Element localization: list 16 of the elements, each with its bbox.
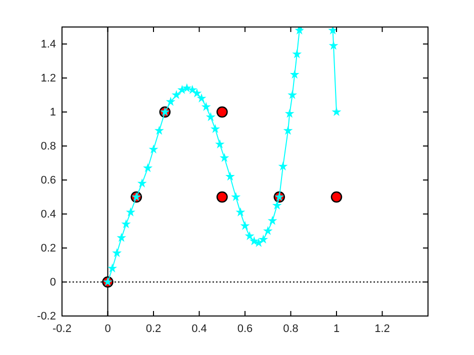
x-tick-label: 1.2 [374, 322, 390, 335]
x-tick-label: 0.6 [237, 322, 253, 335]
y-tick-label: 0 [50, 276, 56, 289]
x-tick-label: 0 [104, 322, 111, 335]
y-tick-label: 1.4 [40, 38, 56, 51]
y-tick-label: 0.4 [40, 208, 56, 221]
y-tick-label: 0.6 [40, 174, 56, 187]
x-tick-label: 1 [333, 322, 340, 335]
x-tick-label: 0.2 [146, 322, 162, 335]
y-tick-label: 0.8 [40, 140, 56, 153]
y-tick-label: 0.2 [40, 242, 56, 255]
x-tick-label: 0.8 [283, 322, 298, 335]
x-tick-label: 0.4 [192, 322, 207, 335]
y-tick-label: -0.2 [37, 310, 56, 323]
y-tick-label: 1 [50, 106, 56, 119]
y-tick-label: 1.2 [40, 72, 56, 85]
